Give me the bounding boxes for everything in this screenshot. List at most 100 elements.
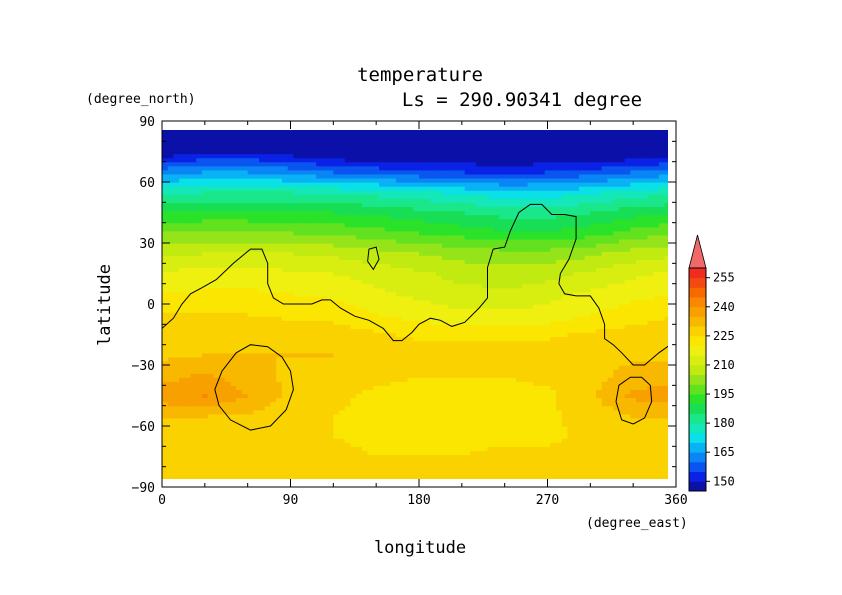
heatmap-cell — [447, 458, 454, 464]
heatmap-cell — [396, 316, 403, 321]
heatmap-cell — [281, 267, 289, 273]
heatmap-cell — [538, 279, 546, 285]
heatmap-cell — [413, 409, 420, 415]
heatmap-cell — [379, 324, 386, 329]
heatmap-cell — [481, 393, 489, 399]
heatmap-cell — [447, 373, 454, 378]
heatmap-cell — [630, 450, 637, 456]
heatmap-cell — [476, 446, 483, 451]
heatmap-cell — [641, 430, 649, 435]
heatmap-cell — [173, 405, 180, 411]
heatmap-cell — [641, 393, 649, 399]
heatmap-cell — [424, 332, 432, 338]
heatmap-cell — [190, 295, 197, 301]
heatmap-cell — [236, 446, 243, 451]
heatmap-cell — [607, 421, 614, 427]
heatmap-cell — [201, 450, 209, 456]
heatmap-cell — [304, 275, 312, 281]
heatmap-cell — [224, 466, 232, 472]
heatmap-cell — [230, 478, 237, 479]
heatmap-cell — [424, 417, 432, 423]
heatmap-cell — [419, 299, 426, 305]
heatmap-cell — [281, 316, 289, 321]
heatmap-cell — [304, 320, 312, 325]
heatmap-cell — [556, 308, 563, 313]
heatmap-cell — [167, 462, 175, 468]
heatmap-cell — [270, 365, 277, 370]
heatmap-cell — [533, 316, 540, 321]
heatmap-cell — [344, 369, 352, 374]
heatmap-cell — [184, 377, 192, 382]
heatmap-cell — [607, 299, 614, 305]
heatmap-cell — [521, 430, 529, 435]
heatmap-cell — [470, 381, 477, 386]
heatmap-cell — [344, 320, 352, 325]
heatmap-cell — [481, 405, 489, 411]
heatmap-cell — [196, 474, 203, 479]
heatmap-cell — [201, 267, 209, 273]
heatmap-cell — [453, 373, 460, 378]
heatmap-cell — [304, 458, 312, 464]
heatmap-cell — [419, 283, 426, 289]
heatmap-cell — [453, 332, 460, 338]
heatmap-cell — [419, 405, 426, 411]
heatmap-cell — [641, 312, 649, 317]
heatmap-cell — [310, 267, 317, 273]
heatmap-cell — [373, 373, 380, 378]
heatmap-cell — [630, 287, 637, 293]
heatmap-cell — [436, 267, 443, 273]
heatmap-cell — [241, 438, 249, 443]
heatmap-cell — [390, 454, 397, 460]
heatmap-cell — [481, 373, 489, 378]
heatmap-cell — [350, 295, 357, 301]
heatmap-cell — [527, 365, 534, 370]
heatmap-cell — [241, 454, 249, 460]
heatmap-cell — [299, 360, 306, 366]
heatmap-cell — [618, 365, 626, 370]
heatmap-cell — [533, 352, 540, 358]
heatmap-cell — [373, 348, 380, 354]
heatmap-cell — [327, 397, 334, 403]
heatmap-cell — [367, 287, 374, 293]
heatmap-cell — [327, 360, 334, 366]
heatmap-cell — [573, 356, 580, 362]
heatmap-cell — [401, 295, 409, 301]
heatmap-cell — [213, 336, 220, 342]
heatmap-cell — [493, 405, 500, 411]
heatmap-cell — [299, 393, 306, 399]
heatmap-cell — [184, 259, 192, 264]
heatmap-cell — [207, 417, 214, 423]
heatmap-cell — [476, 320, 483, 325]
heatmap-cell — [481, 340, 489, 346]
heatmap-cell — [613, 283, 620, 289]
heatmap-cell — [538, 295, 546, 301]
heatmap-cell — [179, 352, 186, 358]
heatmap-cell — [658, 352, 666, 358]
heatmap-cell — [236, 417, 243, 423]
heatmap-cell — [361, 377, 369, 382]
heatmap-cell — [538, 401, 546, 407]
heatmap-cell — [590, 385, 597, 390]
heatmap-cell — [407, 426, 414, 431]
heatmap-cell — [367, 344, 374, 350]
heatmap-cell — [538, 393, 546, 399]
heatmap-cell — [230, 438, 237, 443]
heatmap-cell — [453, 393, 460, 399]
heatmap-cell — [259, 421, 266, 427]
heatmap-cell — [453, 316, 460, 321]
heatmap-cell — [333, 377, 340, 382]
heatmap-cell — [510, 417, 517, 423]
heatmap-cell — [584, 295, 591, 301]
heatmap-cell — [613, 279, 620, 285]
heatmap-cell — [573, 336, 580, 342]
heatmap-cell — [276, 430, 283, 435]
heatmap-cell — [458, 316, 466, 321]
heatmap-cell — [556, 365, 563, 370]
heatmap-cell — [447, 340, 454, 346]
heatmap-cell — [373, 434, 380, 439]
heatmap-cell — [596, 409, 603, 415]
heatmap-cell — [567, 470, 574, 476]
heatmap-cell — [356, 324, 363, 329]
heatmap-cell — [253, 442, 260, 447]
heatmap-cell — [653, 316, 660, 321]
